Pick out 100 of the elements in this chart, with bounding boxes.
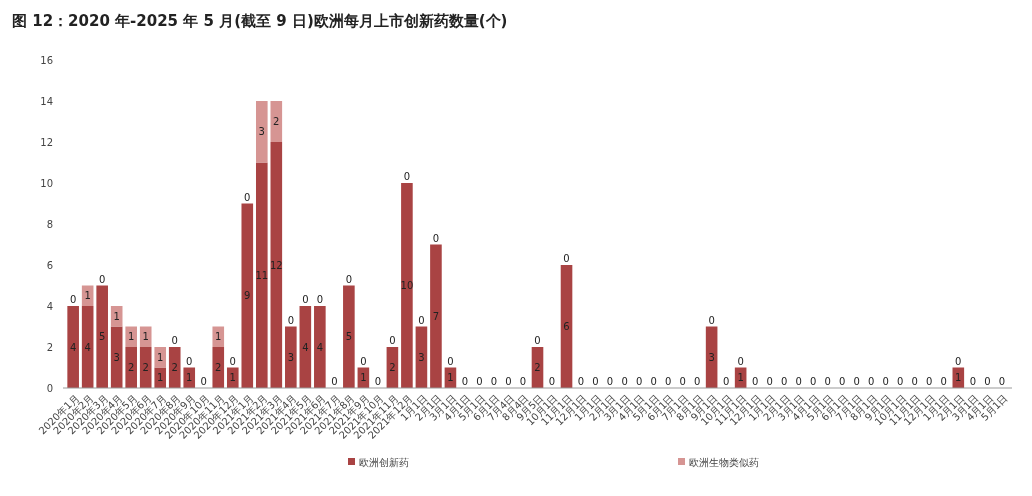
data-label: 0: [287, 314, 295, 326]
data-label: 4: [316, 341, 324, 353]
y-tick-label: 0: [46, 382, 53, 394]
data-label: 0: [810, 376, 817, 387]
data-label: 5: [345, 331, 353, 343]
y-tick-label: 4: [46, 300, 53, 312]
data-label: 2: [128, 362, 135, 373]
bar: [430, 244, 442, 388]
data-label: 6: [563, 321, 570, 332]
data-label: 5: [98, 331, 106, 343]
bar: [125, 326, 137, 347]
data-label: 0: [389, 335, 396, 346]
data-label: 0: [229, 355, 236, 367]
data-label: 0: [244, 191, 251, 203]
data-label: 0: [447, 355, 454, 367]
data-label: 2: [389, 362, 396, 373]
data-label: 0: [737, 355, 744, 367]
data-label: 2: [142, 362, 149, 373]
bar: [125, 347, 137, 388]
data-label: 4: [302, 341, 309, 353]
data-label: 0: [69, 294, 77, 305]
y-tick-label: 14: [40, 95, 53, 107]
data-label: 0: [751, 376, 759, 387]
data-label: 0: [621, 376, 628, 387]
y-tick-label: 12: [40, 136, 53, 148]
data-label: 7: [432, 310, 440, 322]
y-tick-label: 10: [40, 177, 53, 189]
data-label: 0: [722, 376, 730, 387]
data-label: 0: [171, 335, 178, 346]
bar: [212, 347, 225, 388]
data-label: 1: [157, 351, 164, 363]
data-label: 0: [360, 355, 367, 367]
bar: [96, 285, 108, 388]
data-label: 0: [606, 376, 614, 387]
data-label: 4: [69, 341, 77, 353]
data-label: 3: [418, 351, 425, 363]
data-label: 0: [853, 376, 860, 387]
data-label: 0: [679, 376, 686, 387]
data-label: 2: [273, 116, 280, 127]
data-label: 0: [839, 376, 846, 387]
data-label: 0: [940, 376, 947, 387]
data-label: 10: [400, 280, 414, 291]
data-label: 1: [142, 331, 149, 343]
data-label: 1: [186, 372, 193, 384]
y-tick-label: 6: [46, 259, 53, 271]
data-label: 0: [563, 253, 570, 264]
data-label: 0: [345, 273, 353, 285]
data-label: 1: [229, 372, 236, 384]
bar: [270, 142, 283, 388]
data-label: 0: [403, 171, 411, 182]
data-label: 1: [128, 331, 135, 343]
data-label: 0: [780, 376, 788, 387]
bar: [255, 162, 268, 388]
data-label: 0: [186, 355, 193, 367]
data-label: 1: [215, 331, 222, 343]
bar: [81, 306, 94, 388]
data-label: 0: [534, 335, 541, 346]
data-label: 0: [998, 376, 1006, 387]
bar: [314, 306, 326, 388]
data-label: 3: [287, 351, 295, 363]
data-label: 0: [693, 376, 701, 387]
data-label: 0: [984, 376, 991, 387]
bar: [560, 265, 573, 388]
data-label: 0: [519, 376, 527, 387]
data-label: 1: [447, 372, 454, 384]
data-label: 0: [577, 376, 585, 387]
data-label: 0: [969, 376, 977, 387]
data-label: 0: [882, 376, 889, 387]
bar: [285, 326, 297, 388]
bar: [255, 101, 268, 163]
data-label: 2: [171, 362, 178, 373]
data-label: 1: [157, 372, 164, 384]
y-tick-label: 2: [46, 341, 53, 353]
data-label: 0: [897, 376, 904, 387]
data-label: 0: [664, 376, 672, 387]
data-label: 3: [708, 351, 715, 363]
bar: [139, 326, 152, 347]
data-label: 2: [534, 362, 541, 373]
data-label: 0: [200, 376, 207, 387]
bar: [241, 203, 254, 388]
data-label: 4: [84, 341, 91, 353]
y-tick-label: 8: [46, 218, 53, 230]
y-tick-label: 16: [40, 54, 53, 66]
legend-label: 欧洲创新药: [359, 456, 409, 468]
data-label: 2: [215, 362, 222, 373]
data-label: 0: [650, 376, 657, 387]
data-label: 0: [98, 273, 106, 285]
data-label: 0: [824, 376, 831, 387]
data-label: 0: [955, 355, 962, 367]
bar: [168, 347, 181, 388]
bar: [212, 326, 225, 347]
data-label: 0: [461, 376, 469, 387]
data-label: 1: [955, 372, 962, 384]
data-label: 0: [708, 314, 715, 326]
data-label: 0: [302, 294, 309, 305]
data-label: 12: [269, 259, 283, 271]
bar: [154, 347, 167, 368]
data-label: 0: [592, 376, 599, 387]
data-label: 0: [548, 376, 556, 387]
data-label: 0: [374, 376, 382, 387]
